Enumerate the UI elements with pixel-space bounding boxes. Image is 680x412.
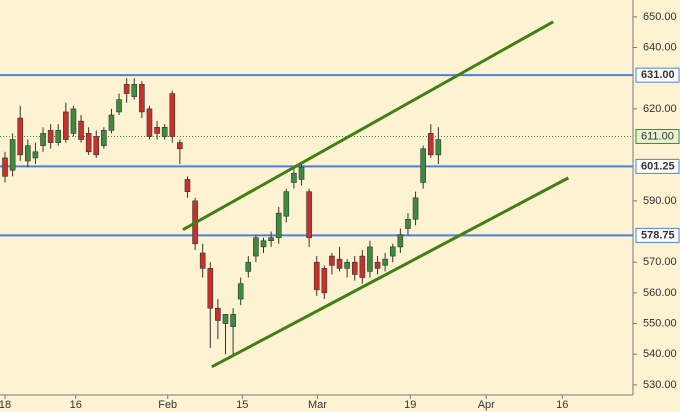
y-tick-label: 650.00 bbox=[643, 11, 677, 23]
y-tick-label: 620.00 bbox=[643, 103, 677, 115]
x-tick-label: 18 bbox=[0, 399, 11, 411]
y-tick-label: 540.00 bbox=[643, 348, 677, 360]
candle-body bbox=[161, 126, 168, 137]
candle-body bbox=[40, 133, 46, 146]
last-price-label: 611.00 bbox=[641, 130, 674, 142]
candle-body bbox=[374, 261, 381, 269]
candle-body bbox=[70, 108, 77, 134]
candle-body bbox=[9, 139, 16, 171]
y-tick-label: 550.00 bbox=[643, 317, 677, 329]
candle-body bbox=[146, 108, 153, 137]
candle-body bbox=[275, 212, 282, 238]
candle-body bbox=[329, 255, 335, 266]
candle-body bbox=[382, 258, 388, 266]
trendline bbox=[182, 20, 554, 232]
candle-body bbox=[101, 130, 107, 146]
x-tick-label: 16 bbox=[556, 399, 568, 411]
y-tick-label: 640.00 bbox=[643, 41, 677, 53]
trendline bbox=[211, 176, 570, 369]
candle-body bbox=[184, 179, 191, 192]
candle-body bbox=[351, 261, 358, 275]
y-tick-label: 530.00 bbox=[643, 379, 677, 391]
candle-body bbox=[32, 151, 39, 159]
level-label-box bbox=[635, 67, 680, 83]
candle-body bbox=[78, 120, 84, 140]
candle-body bbox=[283, 191, 290, 217]
candle-body bbox=[291, 172, 297, 183]
candle-body bbox=[93, 136, 100, 156]
candle-body bbox=[25, 145, 31, 162]
candle-body bbox=[237, 283, 244, 300]
candle-body bbox=[123, 84, 130, 94]
candle-body bbox=[389, 246, 396, 257]
candle-body bbox=[245, 261, 252, 272]
candle-body bbox=[268, 237, 274, 242]
candle-body bbox=[344, 261, 350, 269]
candle-body bbox=[131, 84, 138, 97]
x-tick-label: Feb bbox=[158, 399, 177, 411]
y-tick-label: 590.00 bbox=[643, 195, 677, 207]
level-label: 578.75 bbox=[641, 229, 675, 241]
candle-body bbox=[63, 111, 69, 140]
level-label: 601.25 bbox=[641, 160, 675, 172]
candle-body bbox=[367, 246, 373, 272]
candle-body bbox=[427, 133, 434, 156]
y-tick-label: 560.00 bbox=[643, 287, 677, 299]
candle-body bbox=[298, 166, 305, 180]
candle-body bbox=[2, 157, 8, 177]
candle-body bbox=[116, 99, 122, 113]
level-label-box bbox=[635, 227, 680, 243]
level-label-box bbox=[635, 158, 680, 174]
y-tick-label: 570.00 bbox=[643, 256, 677, 268]
candle-body bbox=[336, 258, 343, 269]
candle-body bbox=[85, 133, 92, 153]
candle-body bbox=[47, 130, 54, 143]
last-price-box bbox=[635, 128, 680, 144]
x-tick-label: Apr bbox=[478, 399, 495, 411]
candle-body bbox=[215, 307, 221, 321]
candle-body bbox=[154, 126, 160, 134]
candle-body bbox=[397, 234, 404, 248]
candle-body bbox=[230, 314, 236, 327]
candle-body bbox=[177, 142, 183, 150]
x-tick-label: Mar bbox=[308, 399, 327, 411]
candle-body bbox=[306, 191, 312, 238]
candle-body bbox=[139, 84, 145, 113]
candle-body bbox=[321, 268, 328, 294]
candle-body bbox=[412, 197, 419, 220]
candle-body bbox=[435, 139, 442, 156]
candle-body bbox=[199, 252, 206, 269]
x-tick-label: 19 bbox=[404, 399, 416, 411]
candle-body bbox=[313, 261, 320, 291]
level-label: 631.00 bbox=[641, 69, 675, 81]
candle-body bbox=[169, 93, 176, 137]
candle-body bbox=[17, 117, 24, 156]
candle-body bbox=[207, 268, 214, 309]
candle-body bbox=[55, 130, 62, 143]
candle-body bbox=[405, 218, 411, 229]
x-tick-label: 16 bbox=[70, 399, 82, 411]
candle-body bbox=[253, 237, 259, 257]
candle-body bbox=[222, 314, 229, 324]
candle-body bbox=[359, 255, 366, 278]
candle-body bbox=[108, 114, 115, 131]
candle-body bbox=[260, 240, 267, 248]
candle-body bbox=[420, 148, 426, 183]
x-tick-label: 15 bbox=[236, 399, 248, 411]
